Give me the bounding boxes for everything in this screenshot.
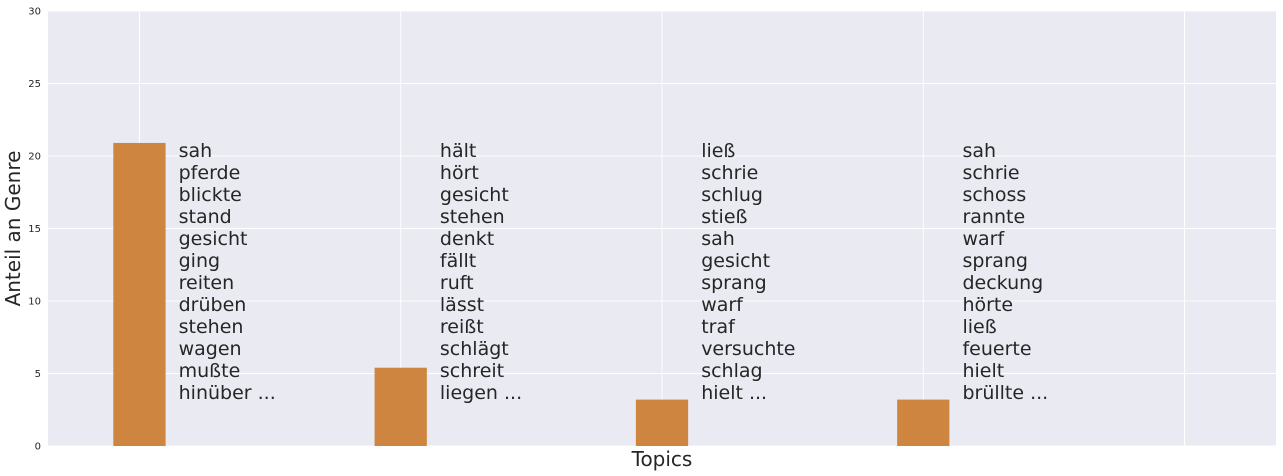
topic-word: schrie [701,162,758,184]
topic-word: stehen [440,206,505,228]
y-tick-label: 0 [35,442,41,453]
topic-word: hörte [962,294,1013,316]
topic-bar [113,142,166,446]
topic-word: sah [179,140,213,162]
topic-word: hielt ... [701,382,767,404]
topic-word: ging [179,250,220,272]
topic-word: warf [962,228,1005,250]
topic-bar [635,399,689,446]
topic-word: gesicht [440,184,509,206]
y-tick-label: 10 [28,297,41,308]
topic-word: stand [179,206,232,228]
topic-word: fällt [440,250,476,272]
y-tick-label: 20 [28,152,41,163]
topic-word: deckung [962,272,1043,294]
topic-word-list: sah pferde blickte stand gesicht ging reiten dr… [179,140,276,404]
x-axis-label: Topics [631,447,693,471]
topic-word: brüllte ... [962,382,1048,404]
topic-word: ruft [440,272,474,294]
y-tick-label: 30 [28,7,41,18]
topic-bar [897,399,950,446]
topic-word: warf [701,294,744,316]
topic-bar [374,367,427,446]
topic-word: schlag [701,360,762,382]
topic-word: liegen ... [440,382,522,404]
topic-word: sah [962,140,996,162]
topic-word: hört [440,162,479,184]
topic-word: ließ [701,140,735,162]
topic-word: schrie [962,162,1019,184]
topic-word: hinüber ... [179,382,276,404]
topic-word-list: ließ schrie schlug stieß sah gesicht sprang war… [701,140,795,404]
topic-word: reißt [440,316,484,338]
topic-word: reiten [179,272,235,294]
topic-word: versuchte [701,338,795,360]
topic-word-list: sah schrie schoss rannte warf sprang deckung hö… [962,140,1048,404]
y-axis-label: Anteil an Genre [1,151,25,307]
topic-word: ließ [962,316,996,338]
topic-word: pferde [179,162,241,184]
topic-word: blickte [179,184,242,206]
bars [113,142,950,446]
topic-word: traf [701,316,736,338]
y-tick-labels: 0 5 10 15 20 25 30 [28,7,41,453]
topic-word: sprang [701,272,767,294]
topic-word: hält [440,140,476,162]
topic-word: feuerte [962,338,1031,360]
topic-word-lists: sah pferde blickte stand gesicht ging reiten dr… [179,140,1049,404]
topic-word: mußte [179,360,241,382]
topic-word: wagen [179,338,242,360]
topic-word: schlug [701,184,763,206]
topic-word: schlägt [440,338,509,360]
y-tick-label: 25 [28,79,41,90]
topic-word: stieß [701,206,747,228]
topic-word-list: hält hört gesicht stehen denkt fällt ruft lässt… [440,140,522,404]
topic-word: drüben [179,294,247,316]
topic-word: stehen [179,316,244,338]
y-tick-label: 5 [35,369,41,380]
topic-word: rannte [962,206,1025,228]
topic-word: gesicht [179,228,248,250]
y-tick-label: 15 [28,224,41,235]
topic-word: sprang [962,250,1028,272]
topic-word: hielt [962,360,1004,382]
topic-word: schoss [962,184,1026,206]
topic-word: gesicht [701,250,770,272]
grid-lines [48,10,1276,447]
topic-word: schreit [440,360,504,382]
topic-word: sah [701,228,735,250]
topic-word: lässt [440,294,484,316]
topic-word: denkt [440,228,494,250]
